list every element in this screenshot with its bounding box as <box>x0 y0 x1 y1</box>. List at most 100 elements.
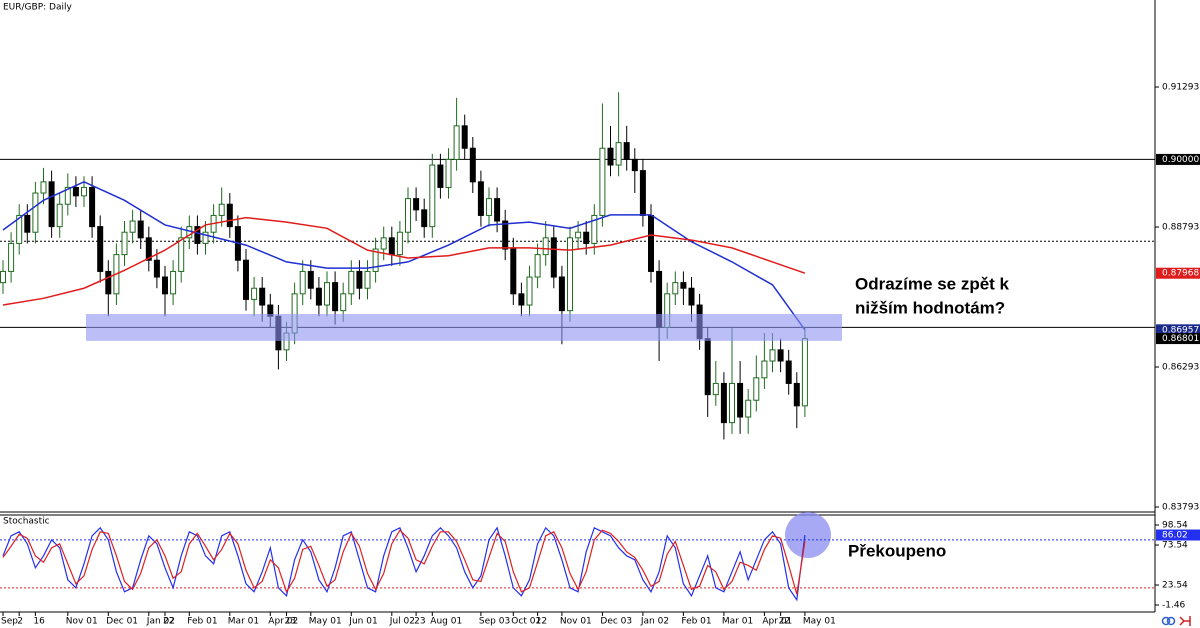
candle-body <box>591 214 598 244</box>
candle-body <box>631 158 638 172</box>
candle-body <box>170 270 177 295</box>
x-tick-label: Nov 01 <box>560 617 592 627</box>
x-tick-label: Jan 02 <box>146 617 175 627</box>
price-label: 0.86957 <box>1162 325 1199 335</box>
x-tick-label: Dec 01 <box>106 617 138 627</box>
x-tick-label: Nov 01 <box>66 617 98 627</box>
candle-body <box>623 142 630 160</box>
candle-body <box>364 270 371 289</box>
price-label-box <box>1156 333 1200 345</box>
annotation: Překoupeno <box>848 541 946 560</box>
candle-body <box>315 287 322 306</box>
x-tick-label: Feb 01 <box>187 617 217 627</box>
candle-body <box>542 237 549 256</box>
x-tick-label: Apr 01 <box>762 617 792 627</box>
candle-body <box>332 282 339 312</box>
candle-body <box>218 203 225 216</box>
chart-title: EUR/GBP: Daily <box>3 3 72 13</box>
candle-body <box>413 198 420 211</box>
y-tick-label: 0.88793 <box>1162 223 1199 233</box>
candle-body <box>72 186 79 197</box>
candle-body <box>121 231 128 256</box>
candle-body <box>753 377 760 401</box>
candle-body <box>226 203 233 228</box>
candle-body <box>153 259 160 278</box>
candle-body <box>558 276 565 312</box>
candle-body <box>324 282 330 306</box>
candle-body <box>567 237 573 312</box>
x-tick-label: 22 <box>779 617 790 627</box>
candle-body <box>615 142 622 166</box>
candle-body <box>599 147 606 216</box>
candle-body <box>64 186 71 205</box>
candle-body <box>24 214 31 233</box>
candle-body <box>793 382 800 407</box>
toolbar-icons[interactable] <box>1161 616 1191 626</box>
x-tick-label: 2 <box>17 617 23 627</box>
candle-body <box>534 254 541 278</box>
candle-body <box>502 220 509 250</box>
price-label-box <box>1156 267 1200 279</box>
candle-body <box>129 220 136 233</box>
candle-body <box>89 186 96 228</box>
x-tick-label: 23 <box>285 617 296 627</box>
price-label: 0.87968 <box>1162 269 1199 279</box>
candle-body <box>486 198 492 216</box>
candle-body <box>8 242 15 272</box>
x-tick-label: Oct 01 <box>511 617 541 627</box>
candle-body <box>461 125 468 149</box>
candle-body <box>648 214 654 272</box>
annotation: Odrazíme se zpět k <box>855 274 1010 293</box>
candle-body <box>550 237 557 278</box>
candle-body <box>97 226 104 272</box>
candle-body <box>388 237 395 256</box>
candle-body <box>259 287 266 306</box>
current-value-label: 86.02 <box>1162 531 1188 541</box>
candle-body <box>518 293 525 306</box>
x-tick-label: Aug 01 <box>430 617 462 627</box>
candle-body <box>421 209 428 228</box>
candle-body <box>672 282 679 295</box>
icon[interactable] <box>1166 616 1176 626</box>
candle-body <box>575 231 582 239</box>
candle-body <box>704 338 711 396</box>
candle-body <box>81 186 87 197</box>
candle-body <box>348 270 355 295</box>
candle-body <box>380 237 387 250</box>
x-tick-label: May 01 <box>803 617 836 627</box>
panel-title: Stochastic <box>3 517 50 527</box>
candle-body <box>712 382 719 396</box>
candle-body <box>469 147 476 183</box>
candle-body <box>299 270 306 295</box>
y-tick-label: 23.54 <box>1162 581 1188 591</box>
moving-average <box>2 216 806 306</box>
icon[interactable] <box>1179 616 1191 626</box>
candle-body <box>437 164 444 188</box>
candle-body <box>251 287 258 300</box>
candle-body <box>243 259 249 300</box>
x-tick-label: 23 <box>414 617 425 627</box>
candle-body <box>162 276 168 295</box>
candle-body <box>194 226 201 244</box>
candle-body <box>202 231 209 244</box>
x-tick-label: 22 <box>163 617 174 627</box>
y-tick-label: 73.54 <box>1162 541 1188 551</box>
candle-body <box>396 231 403 256</box>
stochastic-line <box>2 526 806 602</box>
x-tick-label: Jul 02 <box>389 617 415 627</box>
candle-body <box>137 220 144 239</box>
candle-body <box>583 231 590 244</box>
annotation: nižším hodnotám? <box>855 298 1005 317</box>
icon[interactable] <box>1161 616 1171 626</box>
x-tick-label: Sep 03 <box>479 617 510 627</box>
candle-body <box>40 181 47 194</box>
candle-body <box>510 248 517 295</box>
candle-body <box>680 282 687 289</box>
price-label-box <box>1156 324 1200 336</box>
x-tick-label: Sep <box>1 617 18 627</box>
candle-body <box>32 192 39 233</box>
candle-body <box>769 349 776 362</box>
stochastic-line <box>2 529 806 595</box>
overbought-highlight <box>785 512 831 558</box>
